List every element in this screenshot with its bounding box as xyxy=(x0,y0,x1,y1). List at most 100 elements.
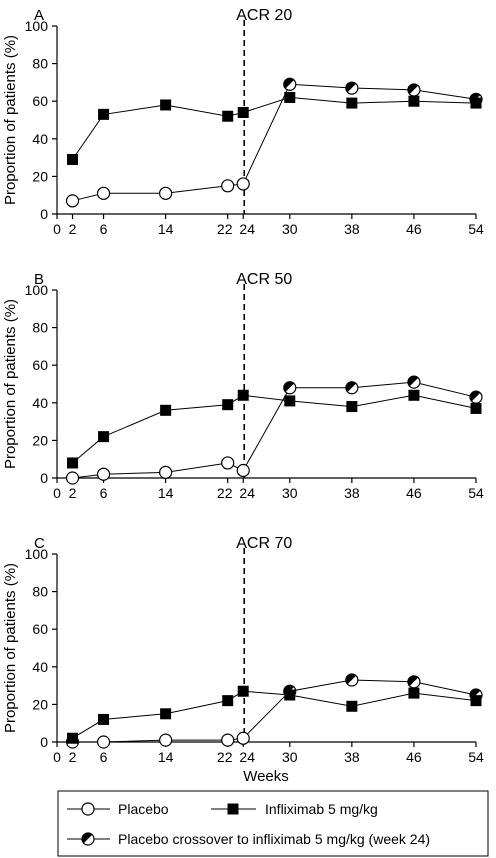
y-axis-label: Proportion of patients (%) xyxy=(2,35,19,205)
data-point-placebo xyxy=(159,465,173,479)
x-tick-label: 46 xyxy=(406,749,422,765)
data-point-infliximab xyxy=(470,695,482,707)
panel-letter: B xyxy=(34,271,44,288)
series-line-crossover xyxy=(242,679,477,739)
x-tick-label: 24 xyxy=(239,485,255,501)
y-tick-label: 80 xyxy=(32,56,48,72)
legend-marker-placebo xyxy=(81,802,95,816)
series-line-crossover xyxy=(242,83,477,185)
response-threshold-label: ACR 20 xyxy=(236,7,292,24)
data-point-crossover xyxy=(283,381,297,395)
x-tick-label: 38 xyxy=(344,749,360,765)
data-point-placebo xyxy=(96,467,111,481)
y-tick-label: 40 xyxy=(32,659,48,675)
data-point-infliximab xyxy=(67,732,79,744)
x-tick-label: 22 xyxy=(217,749,233,765)
data-point-infliximab xyxy=(160,99,172,111)
series-line-infliximab xyxy=(72,96,477,160)
y-tick-label: 20 xyxy=(32,696,48,712)
data-point-placebo xyxy=(159,186,173,200)
legend-item-placebo: Placebo xyxy=(67,801,169,817)
x-tick-label: 2 xyxy=(69,221,77,237)
data-point-infliximab xyxy=(284,91,296,103)
series-infliximab xyxy=(67,389,482,469)
data-point-placebo xyxy=(159,733,173,747)
legend-item-infliximab: Infliximab 5 mg/kg xyxy=(211,801,378,817)
data-point-infliximab xyxy=(408,389,420,401)
x-tick-label: 30 xyxy=(282,221,298,237)
data-point-crossover xyxy=(345,81,359,95)
x-tick-label: 46 xyxy=(406,485,422,501)
x-tick-label: 38 xyxy=(344,485,360,501)
y-axis-label: Proportion of patients (%) xyxy=(2,563,19,733)
y-tick-label: 80 xyxy=(32,584,48,600)
legend-label: Placebo crossover to infliximab 5 mg/kg … xyxy=(118,831,430,847)
data-point-placebo xyxy=(65,471,80,485)
x-tick-label: 14 xyxy=(158,485,174,501)
series-placebo xyxy=(65,177,250,208)
data-point-placebo xyxy=(65,194,80,208)
data-point-infliximab xyxy=(222,695,234,707)
data-point-crossover xyxy=(283,77,297,91)
series-crossover xyxy=(283,77,483,106)
y-tick-label: 100 xyxy=(25,282,49,298)
series-crossover xyxy=(283,375,483,404)
x-tick-label: 30 xyxy=(282,485,298,501)
data-point-placebo xyxy=(236,177,250,191)
x-tick-label: 24 xyxy=(239,221,255,237)
y-tick-label: 0 xyxy=(40,206,48,222)
data-point-infliximab xyxy=(222,110,234,122)
legend-item-crossover: Placebo crossover to infliximab 5 mg/kg … xyxy=(67,831,430,847)
data-point-infliximab xyxy=(284,395,296,407)
data-point-infliximab xyxy=(237,685,249,697)
data-point-placebo xyxy=(221,456,235,470)
x-tick-label: 6 xyxy=(100,485,108,501)
x-tick-label: 22 xyxy=(217,485,233,501)
y-tick-label: 60 xyxy=(32,93,48,109)
series-line-infliximab xyxy=(72,394,477,464)
panel-letter: A xyxy=(34,7,44,24)
y-tick-label: 100 xyxy=(25,546,49,562)
data-point-infliximab xyxy=(346,401,358,413)
y-tick-label: 40 xyxy=(32,131,48,147)
x-tick-label: 22 xyxy=(217,221,233,237)
data-point-placebo xyxy=(96,186,111,200)
data-point-crossover xyxy=(469,390,483,404)
series-placebo xyxy=(65,731,250,749)
series-infliximab xyxy=(67,685,482,744)
x-tick-label: 54 xyxy=(468,221,484,237)
data-point-infliximab xyxy=(98,431,110,443)
legend-box xyxy=(57,790,489,857)
data-point-placebo xyxy=(236,731,250,745)
x-tick-label: 30 xyxy=(282,749,298,765)
x-tick-label: 54 xyxy=(468,485,484,501)
x-tick-label: 2 xyxy=(69,485,77,501)
x-tick-label: 14 xyxy=(158,749,174,765)
panel-letter: C xyxy=(34,535,45,552)
y-tick-label: 20 xyxy=(32,432,48,448)
data-point-placebo xyxy=(221,733,235,747)
data-point-infliximab xyxy=(237,389,249,401)
legend: Placebo Infliximab 5 mg/kg Placebo crossov… xyxy=(57,790,489,857)
legend-marker-crossover xyxy=(81,832,95,846)
x-tick-label: 6 xyxy=(100,749,108,765)
x-tick-label: 6 xyxy=(100,221,108,237)
response-threshold-label: ACR 50 xyxy=(236,271,292,288)
data-point-crossover xyxy=(345,381,359,395)
data-point-infliximab xyxy=(346,700,358,712)
x-tick-label: 46 xyxy=(406,221,422,237)
x-tick-label: 54 xyxy=(468,749,484,765)
legend-marker-infliximab xyxy=(227,803,239,815)
x-tick-label: 0 xyxy=(53,485,61,501)
x-tick-label: 0 xyxy=(53,221,61,237)
x-axis-label: Weeks xyxy=(243,768,289,785)
data-point-infliximab xyxy=(98,108,110,120)
data-point-placebo xyxy=(96,735,111,749)
x-tick-label: 14 xyxy=(158,221,174,237)
data-point-infliximab xyxy=(470,402,482,414)
x-tick-label: 38 xyxy=(344,221,360,237)
x-tick-label: 24 xyxy=(239,749,255,765)
